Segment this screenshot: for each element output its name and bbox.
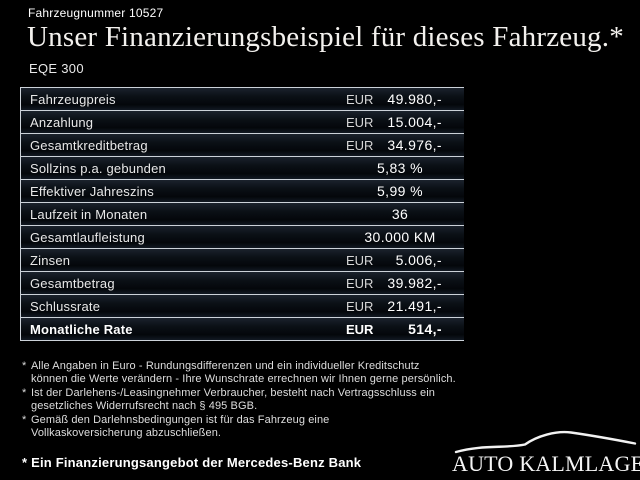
model-name: EQE 300 [29,61,84,76]
table-row: Monatliche Rate EUR 514,- [21,318,464,341]
row-currency: EUR [346,252,374,268]
row-value-zone: EUR 21.491,- [346,298,464,314]
car-silhouette-icon [454,430,637,454]
row-value-zone: 36 [346,206,464,222]
footnote-marker: * [22,360,27,372]
financing-bank-note: * Ein Finanzierungsangebot der Mercedes-… [22,455,362,470]
row-value-zone: EUR 15.004,- [346,114,464,130]
row-value: 514,- [408,321,442,337]
table-row: Sollzins p.a. gebunden 5,83 % [21,157,464,180]
footnote: * Ist der Darlehens-/Leasingnehmer Verbra… [22,387,472,414]
table-row: Gesamtkreditbetrag EUR 34.976,- [21,134,464,157]
row-value: 30.000 KM [364,229,436,245]
row-currency: EUR [346,275,374,291]
row-value-zone: 5,99 % [346,183,464,199]
table-row: Fahrzeugpreis EUR 49.980,- [21,88,464,111]
row-label: Sollzins p.a. gebunden [30,160,166,176]
footnote-marker: * [22,413,27,426]
dealer-logo: AUTO KALMLAGE [452,424,640,480]
footnote-marker: * [22,386,27,399]
row-label: Monatliche Rate [30,321,133,337]
table-row: Zinsen EUR 5.006,- [21,249,464,272]
row-currency: EUR [346,321,374,337]
row-value: 5.006,- [395,252,442,268]
row-value-zone: EUR 49.980,- [346,91,464,107]
row-value: 49.980,- [387,91,442,107]
row-value-zone: EUR 514,- [346,321,464,337]
row-label: Gesamtkreditbetrag [30,137,148,153]
footnote-text: Alle Angaben in Euro - Rundungsdifferenz… [31,360,456,386]
table-row: Gesamtbetrag EUR 39.982,- [21,272,464,295]
row-label: Fahrzeugpreis [30,91,116,107]
row-value: 36 [391,206,409,222]
row-value: 21.491,- [387,298,442,314]
row-currency: EUR [346,91,374,107]
footnote-text: Gemäß den Darlehnsbedingungen ist für da… [31,413,330,440]
footnotes: * Alle Angaben in Euro - Rundungsdifferen… [22,360,472,440]
row-value: 34.976,- [387,137,442,153]
row-currency: EUR [346,114,374,130]
row-currency: EUR [346,137,374,153]
row-label: Schlussrate [30,298,101,314]
footnote-text: Ist der Darlehens-/Leasingnehmer Verbrau… [31,386,436,413]
financing-table: Fahrzeugpreis EUR 49.980,- Anzahlung EUR 15.0… [20,87,464,341]
dealer-name: AUTO KALMLAGE [452,451,640,476]
row-value: 5,99 % [377,183,423,199]
row-currency: EUR [346,298,374,314]
vehicle-number: Fahrzeugnummer 10527 [28,6,164,20]
table-row: Anzahlung EUR 15.004,- [21,111,464,134]
row-value-zone: EUR 39.982,- [346,275,464,291]
footnote: * Alle Angaben in Euro - Rundungsdifferen… [22,360,472,387]
table-row: Effektiver Jahreszins 5,99 % [21,180,464,203]
row-value-zone: EUR 5.006,- [346,252,464,268]
row-value: 15.004,- [387,114,442,130]
row-value-zone: EUR 34.976,- [346,137,464,153]
row-label: Gesamtbetrag [30,275,115,291]
row-label: Anzahlung [30,114,94,130]
table-row: Laufzeit in Monaten 36 [21,203,464,226]
row-label: Gesamtlaufleistung [30,229,145,245]
footnote: * Gemäß den Darlehnsbedingungen ist für d… [22,414,472,441]
row-value: 5,83 % [377,160,423,176]
row-value-zone: 30.000 KM [346,229,464,245]
table-row: Gesamtlaufleistung 30.000 KM [21,226,464,249]
table-row: Schlussrate EUR 21.491,- [21,295,464,318]
page-title: Unser Finanzierungsbeispiel für dieses F… [27,21,624,53]
row-label: Laufzeit in Monaten [30,206,148,222]
row-label: Effektiver Jahreszins [30,183,154,199]
row-value: 39.982,- [387,275,442,291]
row-label: Zinsen [30,252,71,268]
row-value-zone: 5,83 % [346,160,464,176]
